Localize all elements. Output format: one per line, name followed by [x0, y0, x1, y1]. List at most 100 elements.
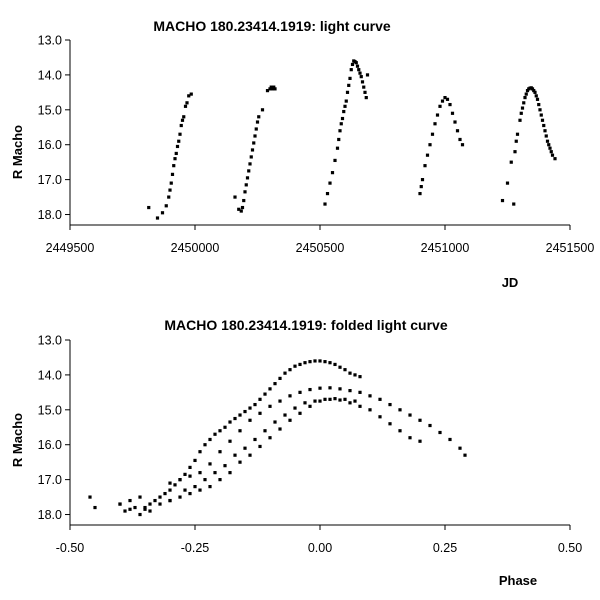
data-point — [185, 101, 189, 105]
x-tick-label: 2450000 — [171, 241, 220, 255]
light-curve-y-tick-labels: 13.0 14.0 15.0 16.0 17.0 18.0 — [38, 34, 62, 223]
data-point — [174, 151, 178, 156]
data-point — [450, 111, 455, 115]
data-point — [168, 188, 172, 192]
data-point — [188, 474, 192, 478]
data-point — [337, 137, 341, 142]
folded-y-axis-label: R Macho — [10, 413, 25, 467]
data-point — [362, 85, 366, 89]
data-point — [178, 495, 182, 499]
data-point — [353, 399, 357, 403]
data-point — [270, 87, 275, 91]
data-point — [179, 123, 183, 128]
data-point — [363, 90, 367, 94]
data-point — [318, 386, 322, 390]
data-point — [343, 368, 347, 372]
data-point — [433, 122, 437, 126]
data-point — [338, 129, 342, 133]
data-point — [303, 401, 307, 405]
data-point — [438, 430, 442, 435]
data-point — [313, 399, 317, 403]
data-point — [353, 373, 357, 377]
data-point — [388, 422, 392, 426]
data-point — [148, 509, 152, 513]
data-point — [308, 360, 312, 364]
data-point — [164, 204, 168, 208]
y-tick-label: 14.0 — [38, 68, 62, 82]
data-point — [170, 172, 175, 176]
data-point — [183, 472, 187, 476]
data-point — [273, 87, 277, 91]
data-point — [518, 118, 522, 122]
y-tick-label: 13.0 — [38, 34, 62, 48]
data-point — [278, 427, 282, 431]
data-point — [198, 488, 202, 492]
data-point — [430, 132, 435, 136]
data-point — [388, 402, 392, 407]
data-point — [364, 95, 368, 100]
data-point — [354, 61, 358, 65]
data-point — [343, 397, 347, 401]
data-point — [183, 104, 188, 108]
data-point — [368, 394, 372, 398]
data-point — [250, 148, 255, 152]
y-tick-label: 14.0 — [38, 368, 62, 382]
data-point — [344, 99, 348, 103]
data-point — [540, 118, 545, 122]
data-point — [553, 157, 557, 161]
data-point — [167, 195, 171, 199]
data-point — [238, 429, 242, 433]
data-point — [408, 436, 412, 440]
data-point — [228, 420, 232, 424]
data-point — [213, 432, 217, 436]
data-point — [500, 198, 505, 203]
data-point — [308, 404, 312, 408]
data-point — [178, 132, 182, 136]
data-point — [258, 444, 262, 449]
data-point — [248, 406, 252, 410]
data-point — [328, 397, 332, 401]
data-point — [298, 411, 302, 415]
data-point — [243, 409, 247, 414]
data-point — [338, 387, 342, 391]
data-point — [335, 146, 340, 150]
data-point — [253, 402, 257, 407]
data-point — [308, 387, 312, 392]
data-point — [420, 178, 425, 182]
data-point — [248, 418, 252, 422]
data-point — [325, 191, 330, 196]
data-point — [177, 139, 181, 143]
y-tick-label: 17.0 — [38, 173, 62, 187]
data-point — [288, 394, 292, 398]
x-tick-label: 2451500 — [546, 241, 595, 255]
data-point — [223, 464, 227, 468]
y-tick-label: 17.0 — [38, 473, 62, 487]
data-point — [118, 502, 122, 506]
data-point — [233, 195, 237, 199]
light-curve-y-axis-label: R Macho — [10, 125, 25, 179]
data-point — [218, 450, 222, 454]
data-point — [349, 68, 353, 72]
data-point — [138, 512, 142, 517]
data-point — [345, 90, 350, 94]
data-point — [233, 416, 237, 421]
data-point — [128, 498, 132, 503]
data-point — [544, 134, 548, 138]
folded-y-tick-labels: 13.0 14.0 15.0 16.0 17.0 18.0 — [38, 334, 62, 523]
data-point — [160, 211, 165, 215]
x-tick-label: 2450500 — [296, 241, 345, 255]
x-tick-label: 0.50 — [558, 541, 582, 555]
data-point — [348, 389, 352, 393]
data-point — [123, 509, 127, 513]
data-point — [268, 387, 272, 391]
data-point — [438, 104, 442, 108]
data-point — [365, 73, 370, 77]
data-point — [342, 109, 346, 114]
data-point — [158, 495, 162, 499]
data-point — [358, 404, 362, 408]
data-point — [519, 111, 523, 115]
folded-light-curve-title: MACHO 180.23414.1919: folded light curve — [164, 317, 447, 333]
data-point — [360, 80, 365, 84]
data-point — [505, 181, 510, 185]
